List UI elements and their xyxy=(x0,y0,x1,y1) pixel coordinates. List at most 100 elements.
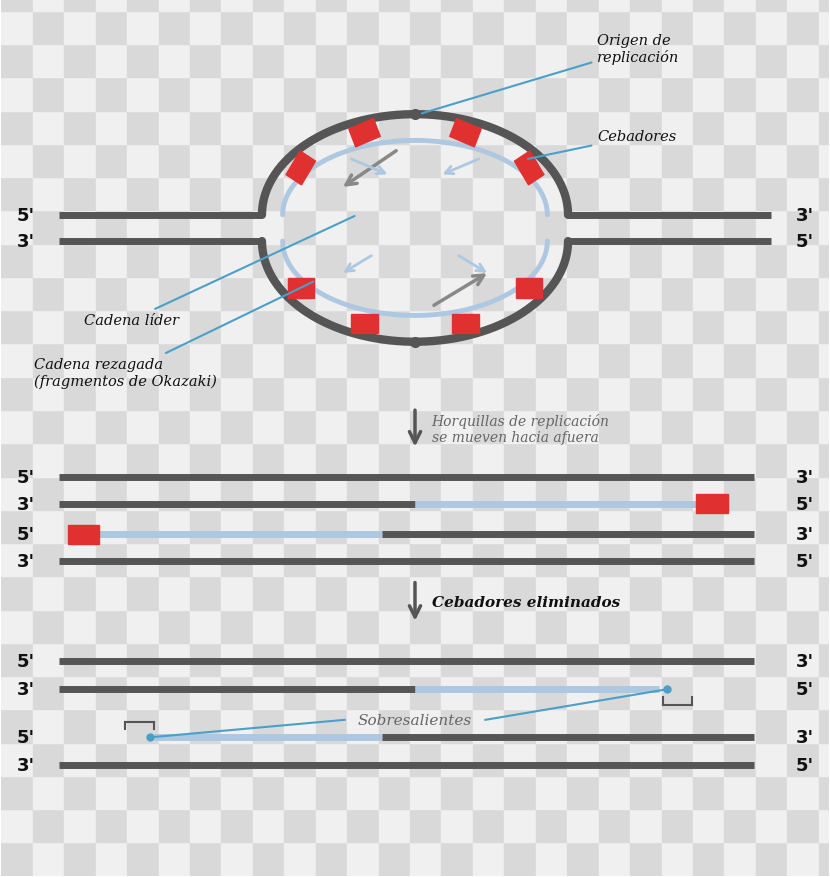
Bar xyxy=(159,145,190,178)
Bar xyxy=(473,410,505,444)
Bar xyxy=(159,245,190,278)
Bar xyxy=(378,643,410,676)
Bar xyxy=(64,310,95,344)
Bar xyxy=(662,310,693,344)
Bar xyxy=(33,709,64,743)
Bar xyxy=(536,610,567,643)
Bar xyxy=(64,809,95,843)
Bar xyxy=(567,178,598,211)
Bar xyxy=(33,843,64,875)
Bar xyxy=(505,743,536,776)
Bar xyxy=(95,510,127,544)
Bar xyxy=(285,577,315,610)
Bar xyxy=(315,843,347,875)
Bar xyxy=(442,377,473,410)
Bar xyxy=(536,477,567,510)
Bar xyxy=(818,444,830,477)
Bar xyxy=(33,477,64,510)
Bar xyxy=(410,510,442,544)
Bar xyxy=(818,78,830,111)
Bar xyxy=(2,245,33,278)
Bar xyxy=(347,278,378,310)
Bar xyxy=(505,245,536,278)
Bar xyxy=(315,111,347,145)
Bar xyxy=(693,211,725,245)
Bar xyxy=(536,377,567,410)
Bar xyxy=(253,377,285,410)
Bar xyxy=(787,477,818,510)
Bar xyxy=(315,178,347,211)
Bar xyxy=(95,610,127,643)
Bar xyxy=(505,709,536,743)
Bar xyxy=(64,776,95,809)
Bar xyxy=(536,45,567,78)
Bar xyxy=(127,344,159,377)
Bar xyxy=(567,245,598,278)
Bar xyxy=(159,809,190,843)
Bar xyxy=(127,743,159,776)
Bar xyxy=(598,544,630,577)
Bar xyxy=(410,310,442,344)
Bar xyxy=(222,610,253,643)
Bar xyxy=(756,377,787,410)
Bar xyxy=(253,245,285,278)
Bar xyxy=(787,776,818,809)
Bar xyxy=(725,676,756,709)
Bar xyxy=(64,45,95,78)
Bar xyxy=(222,410,253,444)
Bar xyxy=(347,45,378,78)
Bar xyxy=(347,477,378,510)
Text: Origen de
replicación: Origen de replicación xyxy=(422,34,679,114)
Bar xyxy=(662,709,693,743)
Bar xyxy=(598,410,630,444)
Bar xyxy=(64,643,95,676)
Bar xyxy=(473,544,505,577)
Bar xyxy=(95,410,127,444)
Bar xyxy=(190,577,222,610)
Bar xyxy=(818,145,830,178)
Bar xyxy=(127,278,159,310)
Bar xyxy=(756,45,787,78)
Bar xyxy=(190,477,222,510)
Bar xyxy=(598,310,630,344)
Bar xyxy=(442,610,473,643)
Bar xyxy=(662,344,693,377)
Bar xyxy=(351,314,378,333)
Bar xyxy=(159,709,190,743)
Bar xyxy=(410,0,442,12)
Bar xyxy=(630,178,662,211)
Bar xyxy=(410,577,442,610)
Bar xyxy=(315,45,347,78)
Bar xyxy=(442,577,473,610)
Bar xyxy=(315,245,347,278)
Bar xyxy=(33,444,64,477)
Bar xyxy=(64,0,95,12)
Bar xyxy=(630,510,662,544)
Bar xyxy=(159,743,190,776)
Bar xyxy=(567,444,598,477)
Bar xyxy=(818,477,830,510)
Bar xyxy=(378,344,410,377)
Bar xyxy=(818,643,830,676)
Bar xyxy=(505,145,536,178)
Bar xyxy=(253,111,285,145)
Bar xyxy=(598,610,630,643)
Bar xyxy=(662,245,693,278)
Bar xyxy=(567,643,598,676)
Bar xyxy=(159,510,190,544)
Bar xyxy=(442,344,473,377)
Text: 5': 5' xyxy=(17,525,35,544)
Bar xyxy=(315,278,347,310)
Bar xyxy=(505,178,536,211)
Bar xyxy=(33,145,64,178)
Bar xyxy=(33,743,64,776)
Bar xyxy=(190,278,222,310)
Bar xyxy=(347,444,378,477)
Bar xyxy=(756,410,787,444)
Bar xyxy=(222,178,253,211)
Bar xyxy=(253,544,285,577)
Bar xyxy=(410,410,442,444)
Bar xyxy=(442,12,473,45)
Bar xyxy=(787,111,818,145)
Bar xyxy=(127,310,159,344)
